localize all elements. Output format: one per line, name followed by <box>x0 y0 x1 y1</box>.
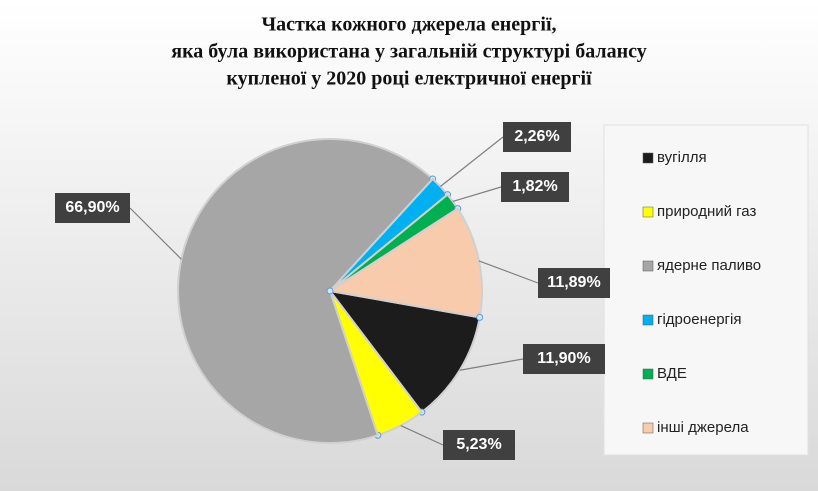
value-label: 11,89% <box>547 274 600 291</box>
leader-line <box>440 136 504 187</box>
chart-title: яка була використана у загальній структу… <box>171 41 647 63</box>
leader-line <box>400 424 444 446</box>
pie-center <box>326 287 334 295</box>
value-label-box <box>538 268 610 298</box>
value-label-box <box>443 430 515 460</box>
chart-title: Частка кожного джерела енергії, <box>261 14 556 36</box>
value-label: 5,23% <box>456 436 501 453</box>
legend-label: гідроенергія <box>657 311 741 328</box>
value-label: 1,82% <box>512 178 557 195</box>
legend-marker <box>642 422 654 434</box>
value-label-box <box>503 122 571 152</box>
legend-label: вугілля <box>657 149 707 166</box>
legend-label: ядерне паливо <box>657 257 761 274</box>
value-label: 66,90% <box>65 199 119 216</box>
leader-line <box>452 186 502 203</box>
chart-title: купленої у 2020 році електричної енергії <box>226 68 592 90</box>
value-label: 11,90% <box>537 350 590 367</box>
legend-label: ВДЕ <box>657 365 687 382</box>
slice-handle <box>476 313 484 321</box>
value-label-box <box>523 344 605 374</box>
legend-marker <box>642 368 654 380</box>
value-label-box <box>501 172 569 202</box>
value-label: 2,26% <box>514 128 559 145</box>
legend-label: інші джерела <box>657 419 749 436</box>
legend-marker <box>642 152 654 164</box>
legend-marker <box>642 206 654 218</box>
legend <box>603 124 809 456</box>
leader-line <box>459 358 524 371</box>
legend-label: природний газ <box>657 203 756 220</box>
pie-slice <box>177 138 435 444</box>
legend-marker <box>642 260 654 272</box>
legend-marker <box>642 314 654 326</box>
value-label-box <box>55 193 130 223</box>
leader-line <box>478 260 539 284</box>
leader-line <box>129 207 182 260</box>
